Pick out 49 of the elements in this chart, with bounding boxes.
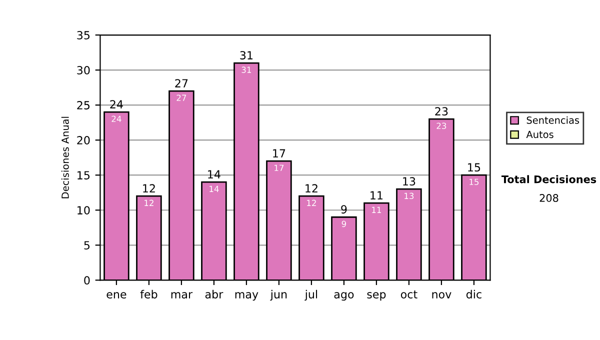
legend-label: Sentencias [526, 116, 580, 124]
y-tick-label: 35 [77, 30, 90, 40]
x-tick-label: abr [205, 290, 224, 298]
annotation: 17 [273, 149, 286, 158]
annotation: 13 [403, 177, 416, 186]
data-label: 31 [242, 66, 251, 73]
legend-label: Autos [526, 130, 554, 138]
x-tick-label: sep [367, 292, 386, 301]
data-label: 12 [307, 200, 316, 206]
y-tick-label: 25 [77, 101, 90, 110]
x-tick-label: dic [466, 290, 482, 298]
y-tick-label: 0 [84, 276, 90, 285]
y-tick-label: 5 [84, 241, 90, 250]
y-tick-label: 10 [78, 206, 90, 214]
annotation: 14 [208, 170, 220, 178]
y-tick-label: 15 [78, 171, 90, 180]
annotation: 27 [175, 79, 188, 88]
data-label: 11 [372, 206, 381, 213]
data-label: 13 [404, 192, 414, 200]
data-label: 24 [112, 116, 122, 122]
data-label: 12 [144, 200, 154, 206]
x-tick-label: feb [140, 290, 158, 298]
annotation: 9 [341, 205, 347, 214]
annotation: 31 [240, 51, 252, 60]
x-tick-label: jul [304, 290, 318, 301]
data-label: 27 [176, 94, 186, 101]
y-tick-label: 30 [77, 66, 90, 74]
text: Total Decisiones [501, 175, 596, 184]
x-tick-label: ene [106, 292, 126, 298]
x-tick-label: ago [334, 292, 354, 301]
y-axis-title: Decisiones Anual [61, 116, 69, 198]
x-tick-label: oct [400, 290, 418, 298]
annotation: 11 [370, 191, 382, 200]
data-label: 23 [436, 122, 446, 130]
data-label: 15 [470, 178, 479, 186]
x-tick-label: jun [270, 290, 287, 301]
annotation: 12 [306, 184, 318, 192]
data-label: 9 [342, 220, 346, 228]
x-tick-label: may [235, 292, 258, 301]
data-label: 14 [210, 186, 219, 192]
x-tick-label: nov [432, 292, 452, 298]
text: 208 [540, 194, 558, 202]
annotation: 24 [110, 100, 123, 108]
y-tick-label: 20 [77, 136, 90, 144]
x-tick-label: mar [171, 292, 193, 298]
data-label: 17 [274, 164, 284, 171]
annotation: 15 [468, 163, 480, 172]
annotation: 23 [435, 107, 448, 116]
annotation: 12 [143, 184, 155, 192]
